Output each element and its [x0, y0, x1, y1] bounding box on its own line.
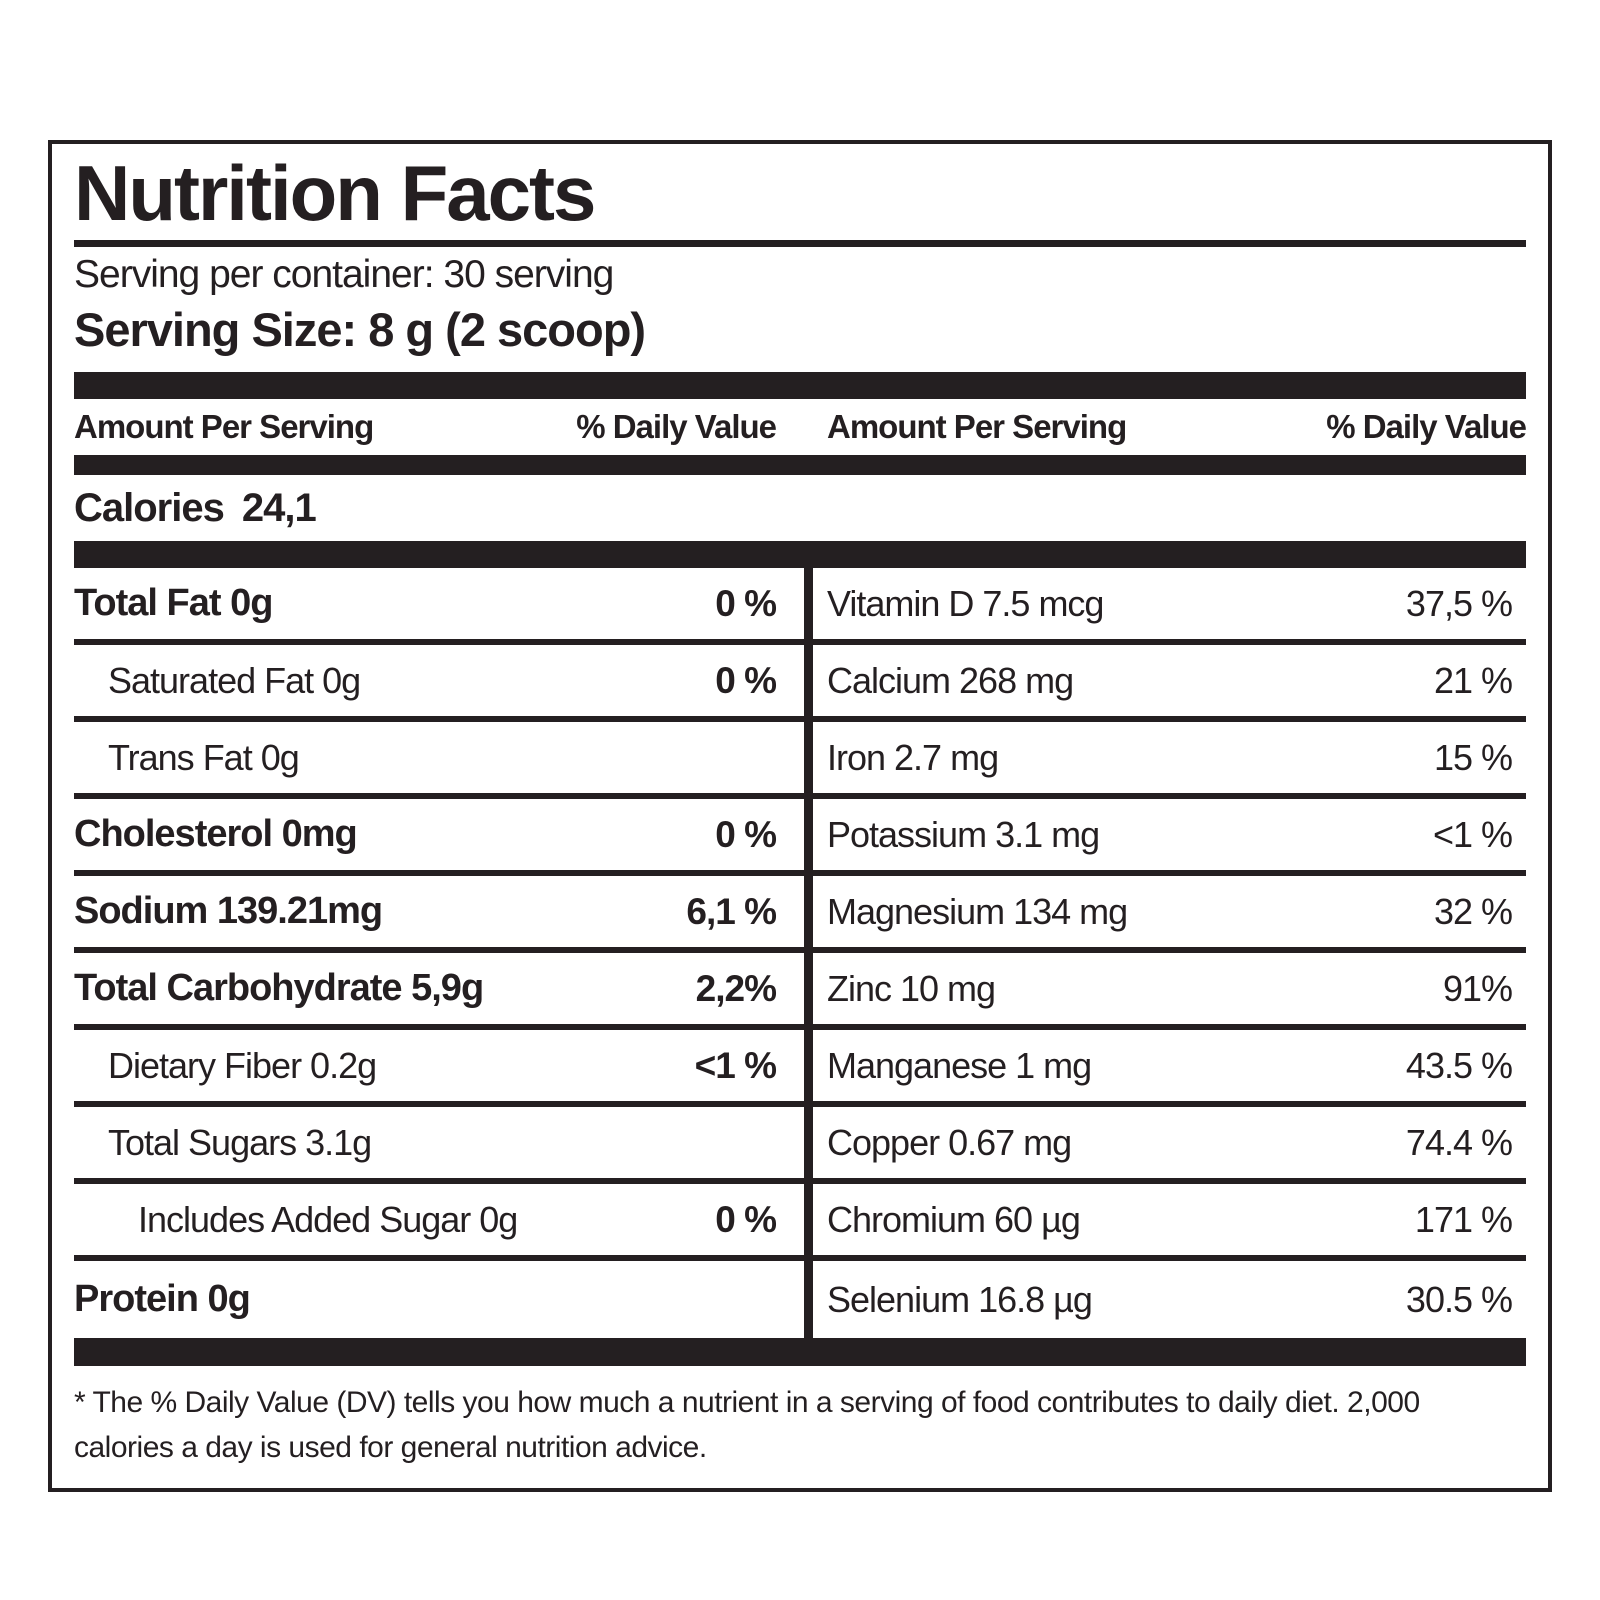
nutrient-row-added-sugar: Includes Added Sugar 0g 0 %	[74, 1184, 804, 1262]
nutrient-name: Magnesium 134 mg	[827, 890, 1128, 932]
separator-bar-header	[74, 455, 1526, 476]
nutrient-name: Dietary Fiber 0.2g	[108, 1044, 377, 1086]
daily-value: 21 %	[1433, 659, 1513, 701]
nutrient-row-calcium: Calcium 268 mg 21 %	[813, 645, 1526, 723]
nutrient-name: Zinc 10 mg	[827, 967, 996, 1009]
nutrient-row-dietary-fiber: Dietary Fiber 0.2g <1 %	[74, 1030, 804, 1108]
column-header-left: Amount Per Serving % Daily Value	[74, 408, 804, 446]
nutrition-facts-label: Nutrition Facts Serving per container: 3…	[48, 140, 1552, 1492]
nutrient-row-copper: Copper 0.67 mg 74.4 %	[813, 1107, 1526, 1185]
daily-value: 6,1 %	[686, 890, 777, 932]
calories-label: Calories	[74, 485, 225, 530]
calories-value: 24,1	[241, 485, 317, 530]
nutrient-row-total-sugars: Total Sugars 3.1g	[74, 1107, 804, 1185]
separator-bar-top	[74, 372, 1526, 400]
nutrient-row-selenium: Selenium 16.8 µg 30.5 %	[813, 1261, 1526, 1338]
nutrient-row-protein: Protein 0g	[74, 1261, 804, 1338]
daily-value: 91%	[1442, 967, 1513, 1009]
nutrient-name: Includes Added Sugar 0g	[138, 1198, 518, 1240]
daily-value-header: % Daily Value	[576, 408, 777, 446]
daily-value: 0 %	[715, 1198, 777, 1240]
nutrient-name: Calcium 268 mg	[827, 659, 1074, 701]
nutrient-name: Total Carbohydrate 5,9g	[74, 967, 484, 1010]
column-divider	[804, 568, 813, 1339]
nutrient-row-magnesium: Magnesium 134 mg 32 %	[813, 876, 1526, 954]
daily-value: 171 %	[1414, 1198, 1513, 1240]
nutrient-name: Iron 2.7 mg	[827, 736, 999, 778]
label-title: Nutrition Facts	[74, 149, 596, 237]
nutrient-name: Vitamin D 7.5 mcg	[827, 582, 1104, 624]
column-header-right: Amount Per Serving % Daily Value	[813, 408, 1527, 446]
nutrient-name: Total Sugars 3.1g	[108, 1121, 372, 1163]
nutrient-name: Total Fat 0g	[74, 582, 273, 625]
nutrient-row-zinc: Zinc 10 mg 91%	[813, 953, 1526, 1031]
nutrient-name: Selenium 16.8 µg	[827, 1278, 1093, 1320]
nutrient-row-manganese: Manganese 1 mg 43.5 %	[813, 1030, 1526, 1108]
nutrient-row-potassium: Potassium 3.1 mg <1 %	[813, 799, 1526, 877]
nutrient-name: Sodium 139.21mg	[74, 890, 383, 933]
daily-value: <1 %	[1432, 813, 1513, 855]
nutrient-row-cholesterol: Cholesterol 0mg 0 %	[74, 799, 804, 877]
nutrient-row-saturated-fat: Saturated Fat 0g 0 %	[74, 645, 804, 723]
separator-bar-calories	[74, 541, 1526, 569]
daily-value-header: % Daily Value	[1326, 408, 1527, 446]
daily-value: 0 %	[715, 582, 777, 624]
nutrient-name: Manganese 1 mg	[827, 1044, 1092, 1086]
nutrient-name: Chromium 60 µg	[827, 1198, 1081, 1240]
daily-value: 2,2%	[695, 967, 777, 1009]
nutrient-row-iron: Iron 2.7 mg 15 %	[813, 722, 1526, 800]
calories-row: Calories 24,1	[74, 475, 1526, 541]
nutrients-table: Total Fat 0g 0 % Saturated Fat 0g 0 % Tr…	[74, 568, 1526, 1339]
nutrient-row-total-carbohydrate: Total Carbohydrate 5,9g 2,2%	[74, 953, 804, 1031]
nutrient-name: Trans Fat 0g	[108, 736, 300, 778]
daily-value: 32 %	[1433, 890, 1513, 932]
nutrient-row-sodium: Sodium 139.21mg 6,1 %	[74, 876, 804, 954]
nutrient-name: Cholesterol 0mg	[74, 813, 358, 856]
nutrient-row-chromium: Chromium 60 µg 171 %	[813, 1184, 1526, 1262]
nutrient-row-trans-fat: Trans Fat 0g	[74, 722, 804, 800]
daily-value: 0 %	[715, 813, 777, 855]
serving-size: Serving Size: 8 g (2 scoop)	[74, 302, 646, 356]
title-divider	[74, 240, 1526, 247]
nutrient-row-vitamin-d: Vitamin D 7.5 mcg 37,5 %	[813, 568, 1526, 646]
column-header-row: Amount Per Serving % Daily Value Amount …	[74, 399, 1527, 455]
amount-per-serving-header: Amount Per Serving	[827, 408, 1127, 446]
nutrients-column-left: Total Fat 0g 0 % Saturated Fat 0g 0 % Tr…	[74, 568, 804, 1338]
nutrient-name: Potassium 3.1 mg	[827, 813, 1100, 855]
daily-value: 30.5 %	[1405, 1278, 1513, 1320]
nutrient-row-total-fat: Total Fat 0g 0 %	[74, 568, 804, 646]
nutrients-column-right: Vitamin D 7.5 mcg 37,5 % Calcium 268 mg …	[813, 568, 1526, 1338]
nutrient-name: Copper 0.67 mg	[827, 1121, 1072, 1163]
daily-value: 15 %	[1433, 736, 1513, 778]
daily-value: 0 %	[715, 659, 777, 701]
amount-per-serving-header: Amount Per Serving	[74, 408, 374, 446]
servings-per-container: Serving per container: 30 serving	[74, 253, 614, 296]
daily-value-footnote: * The % Daily Value (DV) tells you how m…	[74, 1386, 1420, 1465]
daily-value: 43.5 %	[1405, 1044, 1513, 1086]
nutrient-name: Protein 0g	[74, 1278, 251, 1321]
separator-bar-bottom	[74, 1338, 1526, 1367]
daily-value: 37,5 %	[1405, 582, 1513, 624]
nutrient-name: Saturated Fat 0g	[108, 659, 361, 701]
daily-value: <1 %	[694, 1044, 777, 1086]
daily-value: 74.4 %	[1405, 1121, 1513, 1163]
